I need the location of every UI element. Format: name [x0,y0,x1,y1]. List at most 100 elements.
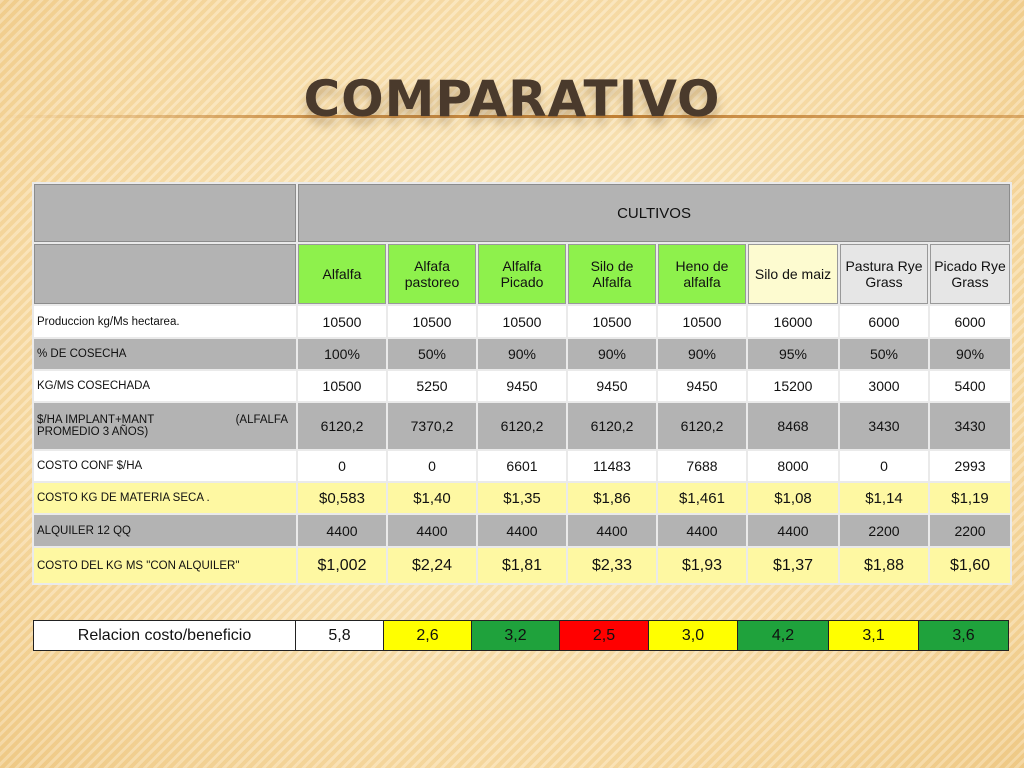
table-row: COSTO KG DE MATERIA SECA . $0,583 $1,40 $1,… [34,483,1011,513]
corner-cell-2 [34,244,296,304]
ratio-cell: 3,2 [471,620,560,651]
table-cell: 10500 [568,306,656,337]
table-cell: 50% [388,339,476,369]
column-header: Alfalfa Picado [478,244,566,304]
table-cell: 6120,2 [568,403,656,449]
table-row: $/HA IMPLANT+MANT (ALFALFA PROMEDIO 3 AÑOS… [34,403,1011,449]
table-cell: 90% [658,339,746,369]
table-cell: 9450 [568,371,656,401]
table-cell: 95% [748,339,838,369]
table-cell: $1,88 [840,548,928,583]
table-cell: 9450 [658,371,746,401]
title-underline [0,115,1024,118]
row-label: COSTO CONF $/HA [34,451,296,481]
table-cell: $1,19 [930,483,1011,513]
table-cell: 2200 [840,515,928,546]
table-cell: 6120,2 [658,403,746,449]
table-cell: $1,37 [748,548,838,583]
row-label: ALQUILER 12 QQ [34,515,296,546]
corner-cell [34,184,296,242]
table-cell: 5250 [388,371,476,401]
table-cell: 90% [568,339,656,369]
table-cell: 6000 [930,306,1011,337]
table-cell: $0,583 [298,483,386,513]
group-header-row: CULTIVOS [34,184,1011,242]
ratio-cell: 4,2 [737,620,829,651]
comparison-table-body: CULTIVOS Alfalfa Alfafa pastoreo Alfalfa P… [34,184,1011,583]
row-label-line2: PROMEDIO 3 AÑOS) [37,426,149,438]
table-row: KG/MS COSECHADA 10500 5250 9450 9450 9450 1520… [34,371,1011,401]
table-cell: 8000 [748,451,838,481]
table-cell: 10500 [478,306,566,337]
table-cell: $1,93 [658,548,746,583]
ratio-cell: 2,6 [383,620,472,651]
table-cell: $2,24 [388,548,476,583]
table-cell: 90% [930,339,1011,369]
column-header: Silo de Alfalfa [568,244,656,304]
column-header: Heno de alfalfa [658,244,746,304]
table-cell: 10500 [298,371,386,401]
table-cell: 9450 [478,371,566,401]
table-cell: 10500 [658,306,746,337]
table-cell: 2200 [930,515,1011,546]
comparison-table: CULTIVOS Alfalfa Alfafa pastoreo Alfalfa P… [32,182,1013,585]
table-cell: $1,002 [298,548,386,583]
row-label: $/HA IMPLANT+MANT (ALFALFA PROMEDIO 3 AÑOS… [34,403,296,449]
column-header: Alfafa pastoreo [388,244,476,304]
table-cell: 0 [388,451,476,481]
table-cell: 5400 [930,371,1011,401]
ratio-cell: 3,6 [918,620,1009,651]
table-cell: $1,81 [478,548,566,583]
slide-title: COMPARATIVO [303,70,721,128]
table-cell: $1,35 [478,483,566,513]
ratio-cell: 3,1 [828,620,919,651]
row-label-text: $/HA IMPLANT+MANT [37,414,155,426]
row-label: Produccion kg/Ms hectarea. [34,306,296,337]
column-header: Pastura Rye Grass [840,244,928,304]
column-header: Silo de maiz [748,244,838,304]
table-row: COSTO DEL KG MS "CON ALQUILER" $1,002 $2,2… [34,548,1011,583]
table-cell: $1,40 [388,483,476,513]
table-cell: 10500 [388,306,476,337]
table-cell: 3000 [840,371,928,401]
table-cell: 6120,2 [478,403,566,449]
row-label: COSTO DEL KG MS "CON ALQUILER" [34,548,296,583]
table-row: % DE COSECHA 100% 50% 90% 90% 90% 95% 50% 90% [34,339,1011,369]
table-cell: 6120,2 [298,403,386,449]
table-cell: 8468 [748,403,838,449]
table-cell: 3430 [840,403,928,449]
column-header-row: Alfalfa Alfafa pastoreo Alfalfa Picado Silo… [34,244,1011,304]
table-cell: 4400 [748,515,838,546]
table-cell: 4400 [388,515,476,546]
table-cell: 2993 [930,451,1011,481]
table-cell: 90% [478,339,566,369]
row-label-note: (ALFALFA [235,414,288,426]
table-cell: $1,86 [568,483,656,513]
table-cell: 4400 [658,515,746,546]
ratio-cell: 5,8 [295,620,384,651]
row-label: KG/MS COSECHADA [34,371,296,401]
table-cell: 6601 [478,451,566,481]
table-cell: 0 [298,451,386,481]
table-row: ALQUILER 12 QQ 4400 4400 4400 4400 4400 4400 22… [34,515,1011,546]
table-cell: 50% [840,339,928,369]
table-cell: $1,14 [840,483,928,513]
row-label-line: $/HA IMPLANT+MANT (ALFALFA [37,414,294,426]
table-cell: 100% [298,339,386,369]
table-cell: 0 [840,451,928,481]
row-label: % DE COSECHA [34,339,296,369]
table-cell: 10500 [298,306,386,337]
table-cell: 6000 [840,306,928,337]
table-cell: $1,60 [930,548,1011,583]
table-row: COSTO CONF $/HA 0 0 6601 11483 7688 8000 0 2993 [34,451,1011,481]
ratio-cell: 2,5 [559,620,649,651]
ratio-table: Relacion costo/beneficio 5,8 2,6 3,2 2,5 3,0… [33,620,1009,651]
table-cell: $1,08 [748,483,838,513]
table-row: Produccion kg/Ms hectarea. 10500 10500 1050… [34,306,1011,337]
table-cell: 16000 [748,306,838,337]
ratio-cell: 3,0 [648,620,738,651]
table-cell: 15200 [748,371,838,401]
ratio-row: Relacion costo/beneficio 5,8 2,6 3,2 2,5 3,0… [33,620,1009,651]
table-cell: 3430 [930,403,1011,449]
table-cell: 7370,2 [388,403,476,449]
